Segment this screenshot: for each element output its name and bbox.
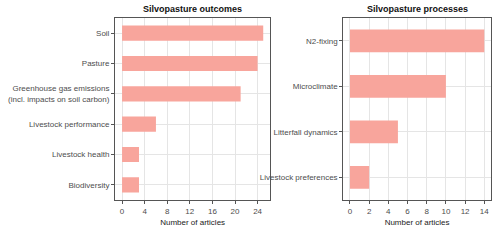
svg-text:4: 4 — [386, 207, 391, 216]
svg-text:8: 8 — [424, 207, 429, 216]
svg-text:12: 12 — [461, 207, 470, 216]
svg-text:6: 6 — [405, 207, 410, 216]
svg-text:20: 20 — [231, 207, 240, 216]
svg-text:Silvopasture outcomes: Silvopasture outcomes — [143, 4, 242, 14]
svg-text:2: 2 — [367, 207, 372, 216]
svg-text:Soil: Soil — [96, 29, 110, 38]
svg-text:Litterfall dynamics: Litterfall dynamics — [274, 128, 338, 137]
svg-text:Livestock preferences: Livestock preferences — [260, 173, 338, 182]
svg-text:4: 4 — [142, 207, 147, 216]
svg-text:Pasture: Pasture — [82, 59, 110, 68]
svg-text:12: 12 — [185, 207, 194, 216]
svg-text:Greenhouse gas emissions(incl.: Greenhouse gas emissions(incl. impacts o… — [8, 84, 110, 103]
svg-text:Silvopasture processes: Silvopasture processes — [367, 4, 468, 14]
svg-text:14: 14 — [480, 207, 489, 216]
svg-text:Livestock performance: Livestock performance — [29, 120, 110, 129]
svg-text:Number of articles: Number of articles — [160, 218, 225, 227]
svg-text:0: 0 — [348, 207, 353, 216]
svg-text:Number of articles: Number of articles — [385, 218, 450, 227]
svg-text:Microclimate: Microclimate — [293, 82, 338, 91]
svg-text:24: 24 — [253, 207, 262, 216]
svg-text:N2-fixing: N2-fixing — [306, 37, 338, 46]
svg-text:10: 10 — [441, 207, 450, 216]
svg-text:Biodiversity: Biodiversity — [68, 181, 109, 190]
svg-text:Livestock health: Livestock health — [52, 150, 109, 159]
svg-text:0: 0 — [120, 207, 125, 216]
svg-text:16: 16 — [208, 207, 217, 216]
svg-text:8: 8 — [165, 207, 170, 216]
